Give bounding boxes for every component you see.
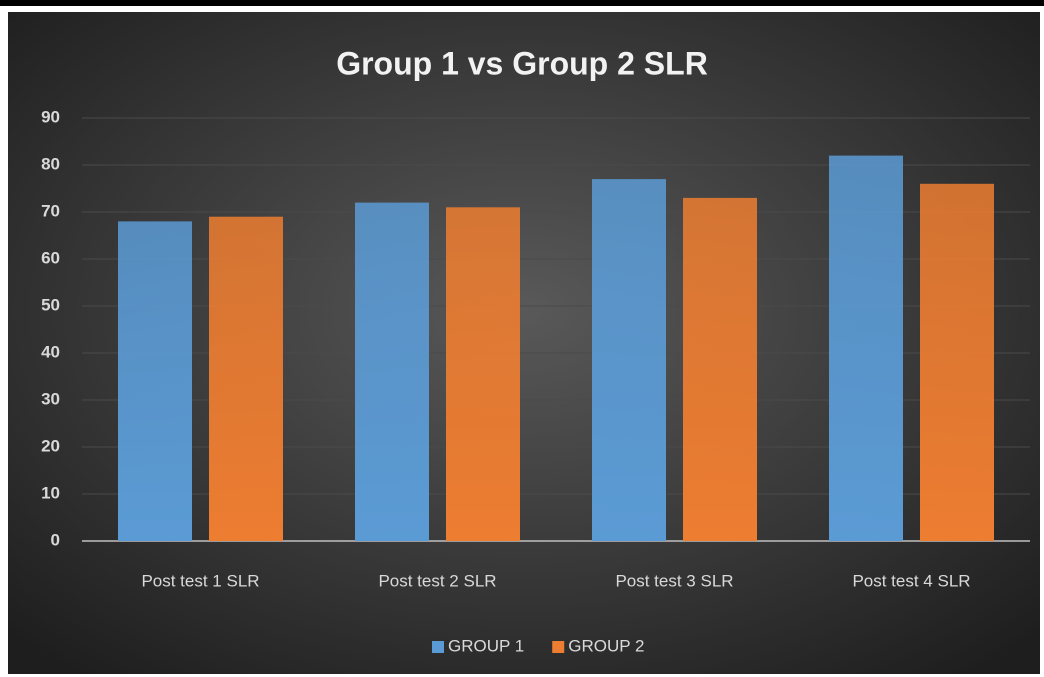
- bar: [355, 202, 429, 541]
- legend-label: GROUP 2: [568, 636, 644, 655]
- y-tick-label: 80: [41, 154, 60, 173]
- x-tick-label: Post test 4 SLR: [852, 571, 970, 590]
- y-tick-label: 90: [41, 107, 60, 126]
- y-tick-label: 0: [51, 530, 60, 549]
- x-tick-label: Post test 1 SLR: [141, 571, 259, 590]
- x-tick-label: Post test 3 SLR: [615, 571, 733, 590]
- bar: [446, 207, 520, 542]
- y-tick-label: 70: [41, 201, 60, 220]
- y-tick-label: 60: [41, 248, 60, 267]
- legend-swatch: [432, 641, 444, 653]
- top-rule: [0, 0, 1044, 6]
- bar: [920, 183, 994, 542]
- bar: [829, 155, 903, 541]
- y-tick-label: 40: [41, 342, 60, 361]
- bar: [209, 216, 283, 541]
- y-tick-label: 20: [41, 436, 60, 455]
- legend-swatch: [552, 641, 565, 653]
- y-tick-label: 10: [41, 483, 60, 502]
- bar: [592, 179, 666, 541]
- y-tick-label: 30: [41, 389, 60, 408]
- bar: [683, 197, 757, 541]
- bar: [118, 221, 192, 541]
- y-tick-label: 50: [41, 295, 60, 314]
- x-tick-label: Post test 2 SLR: [378, 571, 496, 590]
- chart-title: Group 1 vs Group 2 SLR: [336, 45, 708, 81]
- legend-label: GROUP 1: [448, 636, 524, 655]
